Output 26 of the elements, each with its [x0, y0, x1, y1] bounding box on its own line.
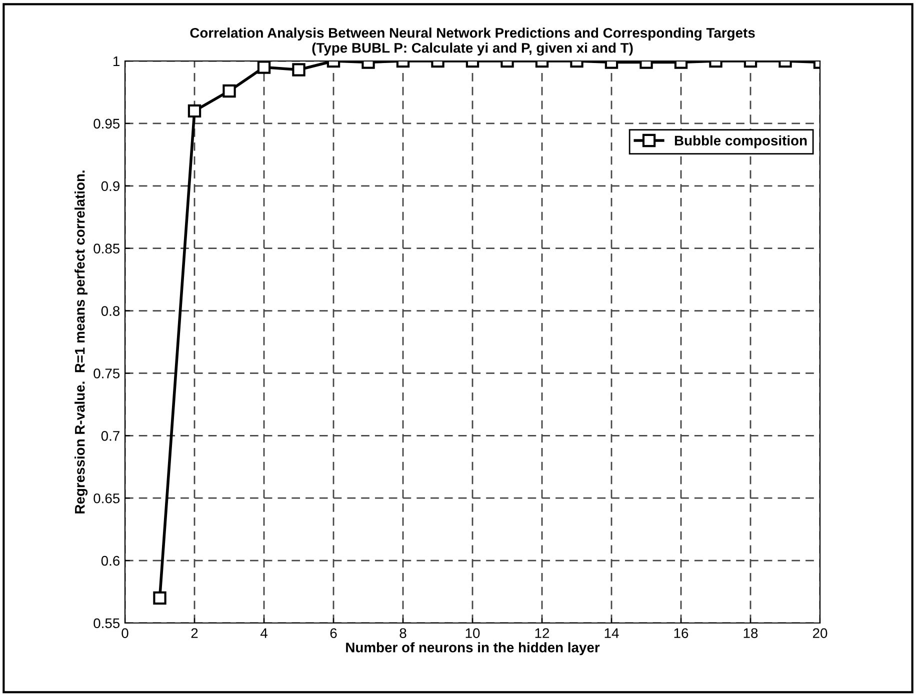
y-tick-label: 0.8	[101, 306, 120, 316]
x-tick-label: 12	[535, 628, 550, 638]
x-tick-label: 0	[122, 628, 128, 638]
x-tick-label: 6	[330, 628, 337, 638]
x-tick-label: 2	[191, 628, 198, 638]
x-tick-label: 16	[674, 628, 688, 638]
chart-title: Correlation Analysis Between Neural Network Predictions and Corresponding Targets (Type BUBL P: Calculate yi and P, given xi and T)	[190, 28, 755, 56]
point	[153, 591, 166, 605]
y-tick-label: 0.6	[101, 556, 120, 566]
x-tick-label: 4	[260, 628, 268, 638]
y-tick-label: 0.95	[94, 118, 120, 129]
x-tick-label: 8	[400, 628, 406, 638]
y-tick-label: 0.7	[101, 431, 120, 441]
x-tick-label: 10	[466, 628, 480, 638]
x-tick-label: 20	[812, 628, 828, 638]
y-tick-label: 0.9	[101, 181, 120, 192]
legend-label: Bubble composition	[674, 135, 807, 148]
y-tick-label: 0.55	[94, 618, 120, 628]
x-tick-label: 14	[604, 628, 619, 638]
y-tick-label: 0.85	[94, 244, 120, 254]
y-tick-label: 0.75	[94, 368, 120, 378]
y-tick-label: 1	[113, 56, 120, 66]
x-axis-title: Number of neurons in the hidden layer	[346, 642, 600, 656]
y-axis-title: Regression R-value. R=1 means perfect correlation.	[74, 170, 88, 514]
x-tick-label: 18	[744, 628, 758, 638]
y-tick-label: 0.65	[94, 493, 120, 504]
